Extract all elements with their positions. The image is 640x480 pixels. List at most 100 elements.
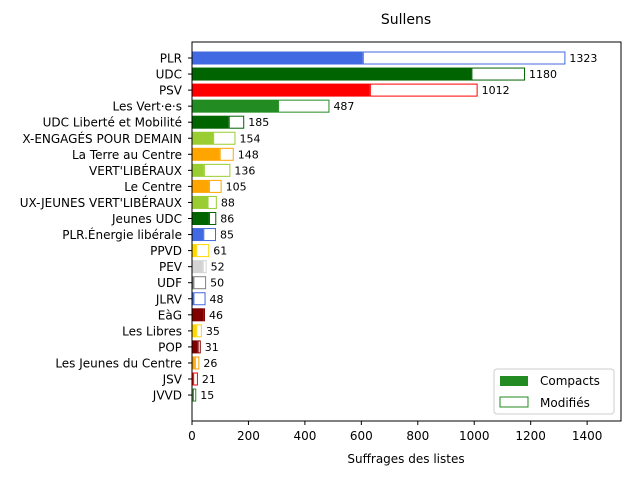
bar-compacts-ppvd <box>192 244 197 258</box>
value-label-udc: 1180 <box>529 68 557 81</box>
value-label-jsv: 21 <box>202 373 216 386</box>
y-tick-label-ppvd: PPVD <box>150 244 182 258</box>
value-label-ux-jeunes-vert-liberaux: 88 <box>221 196 235 209</box>
y-tick-label-les-jeunes-du-centre: Les Jeunes du Centre <box>55 356 182 370</box>
bar-modifies-udc-liberte-et-mobilite <box>228 115 245 129</box>
legend-label-modifies: Modifiés <box>540 396 590 410</box>
bar-compacts-psv <box>192 83 370 97</box>
value-label-psv: 1012 <box>482 84 510 97</box>
bar-modifies-jlrv <box>193 292 206 306</box>
chart-title: Sullens <box>381 12 431 28</box>
bar-compacts-x-engages-pour-demain <box>192 131 214 145</box>
x-tick-label-1000: 1000 <box>459 429 490 443</box>
value-label-udf: 50 <box>210 277 224 290</box>
legend-label-compacts: Compacts <box>540 374 600 388</box>
bar-modifies-x-engages-pour-demain <box>213 131 236 145</box>
bar-modifies-vert-liberaux <box>203 163 231 177</box>
bar-compacts-jlrv <box>192 292 194 306</box>
y-tick-label-les-libres: Les Libres <box>122 324 182 338</box>
x-tick-label-600: 600 <box>350 429 373 443</box>
bar-compacts-les-libres <box>192 324 197 338</box>
value-label-jeunes-udc: 86 <box>220 213 234 226</box>
value-label-le-centre: 105 <box>226 180 247 193</box>
bar-compacts-udc <box>192 67 472 81</box>
y-tick-label-pev: PEV <box>159 260 183 274</box>
plot-frame <box>191 41 622 422</box>
y-tick-label-udc-liberte-et-mobilite: UDC Liberté et Mobilité <box>43 116 182 130</box>
bar-compacts-pev <box>192 260 203 274</box>
x-tick-label-1200: 1200 <box>515 429 546 443</box>
y-tick-label-jsv: JSV <box>162 373 183 387</box>
bars-layer <box>192 51 566 402</box>
value-label-les-jeunes-du-centre: 26 <box>203 357 217 370</box>
bar-compacts-pop <box>192 340 198 354</box>
x-tick-label-1400: 1400 <box>572 429 603 443</box>
y-tick-label-jlrv: JLRV <box>155 292 183 306</box>
bar-compacts-eag <box>192 308 204 322</box>
value-label-ppvd: 61 <box>213 245 227 258</box>
y-tick-label-le-centre: Le Centre <box>124 180 182 194</box>
bar-compacts-ux-jeunes-vert-liberaux <box>192 195 208 209</box>
bar-modifies-ppvd <box>196 244 210 258</box>
x-tick-label-800: 800 <box>406 429 429 443</box>
bar-compacts-jsv <box>192 372 194 386</box>
bar-modifies-psv <box>369 83 478 97</box>
bar-compacts-le-centre <box>192 179 209 193</box>
bar-compacts-plr-energie-liberale <box>192 228 204 242</box>
value-label-x-engages-pour-demain: 154 <box>239 132 260 145</box>
bar-compacts-plr <box>192 51 363 65</box>
y-tick-label-jeunes-udc: Jeunes UDC <box>111 212 182 226</box>
bar-modifies-udf <box>193 276 207 290</box>
value-label-vert-liberaux: 136 <box>234 164 255 177</box>
bar-modifies-eag <box>203 308 205 322</box>
y-tick-label-udc: UDC <box>156 68 182 82</box>
value-labels: 1323 1180 1012 487 185 154 148 136 105 88 86 85 61 52… <box>200 52 597 402</box>
y-tick-label-la-terre-au-centre: La Terre au Centre <box>72 148 182 162</box>
value-label-plr-energie-liberale: 85 <box>220 229 234 242</box>
y-tick-label-ux-jeunes-vert-liberaux: UX-JEUNES VERT'LIBÉRAUX <box>20 195 182 210</box>
bar-modifies-pev <box>202 260 207 274</box>
bar-compacts-udc-liberte-et-mobilite <box>192 115 229 129</box>
y-tick-label-eag: EàG <box>158 308 182 322</box>
x-tick-label-200: 200 <box>237 429 260 443</box>
x-tick-label-0: 0 <box>188 429 196 443</box>
value-label-pop: 31 <box>205 341 219 354</box>
x-tick-label-400: 400 <box>293 429 316 443</box>
value-label-plr: 1323 <box>569 52 597 65</box>
bar-modifies-plr-energie-liberale <box>203 228 216 242</box>
y-tick-label-pop: POP <box>158 340 182 354</box>
bar-modifies-la-terre-au-centre <box>219 147 234 161</box>
bar-compacts-la-terre-au-centre <box>192 147 220 161</box>
value-label-udc-liberte-et-mobilite: 185 <box>248 116 269 129</box>
bar-modifies-jeunes-udc <box>208 212 217 225</box>
value-label-jvvd: 15 <box>200 389 214 402</box>
value-label-pev: 52 <box>211 261 225 274</box>
y-tick-label-vert-liberaux: VERT'LIBÉRAUX <box>89 163 182 178</box>
bar-compacts-jeunes-udc <box>192 212 209 225</box>
bar-modifies-les-libres <box>196 324 202 338</box>
bar-modifies-plr <box>362 51 566 65</box>
y-tick-label-plr: PLR <box>160 52 182 66</box>
bar-modifies-le-centre <box>208 179 222 193</box>
y-tick-label-udf: UDF <box>157 276 182 290</box>
x-axis: 0 200 400 600 800 1000 1200 1400 <box>188 421 602 443</box>
legend-swatch-compacts <box>500 376 528 386</box>
bar-modifies-jvvd <box>192 388 197 402</box>
bar-modifies-les-jeunes-du-centre <box>194 356 200 370</box>
y-tick-labels: PLR UDC PSV Les Vert·e·s UDC Liberté et Mobi… <box>20 52 192 403</box>
legend: Compacts Modifiés <box>493 368 615 415</box>
bar-compacts-les-vert-e-s <box>192 99 279 113</box>
bar-compacts-udf <box>192 276 194 290</box>
bar-modifies-udc <box>471 67 526 81</box>
value-label-les-vert-e-s: 487 <box>333 100 354 113</box>
y-tick-label-plr-energie-liberale: PLR.Énergie libérale <box>62 227 182 242</box>
value-label-jlrv: 48 <box>210 293 224 306</box>
x-axis-label: Suffrages des listes <box>347 452 464 466</box>
y-tick-label-x-engages-pour-demain: X-ENGAGÉS POUR DEMAIN <box>22 131 182 146</box>
value-label-eag: 46 <box>209 309 223 322</box>
bar-modifies-ux-jeunes-vert-liberaux <box>207 195 217 209</box>
bar-modifies-les-vert-e-s <box>278 99 330 113</box>
y-tick-label-les-vert-e-s: Les Vert·e·s <box>113 100 183 114</box>
y-tick-label-jvvd: JVVD <box>152 389 182 403</box>
